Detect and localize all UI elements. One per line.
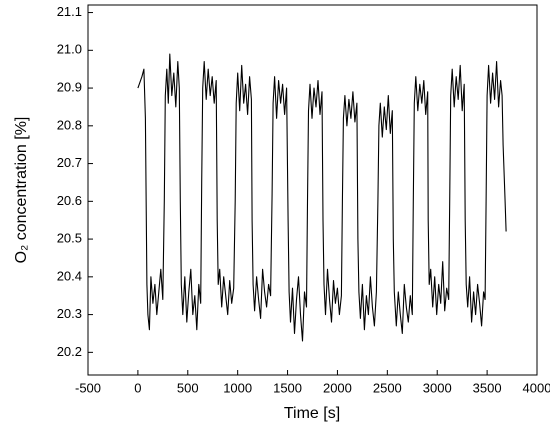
y-tick-label: 20.8 <box>57 117 82 132</box>
y-tick-label: 20.7 <box>57 155 82 170</box>
x-tick-label: 2500 <box>373 380 402 395</box>
x-tick-label: 500 <box>177 380 199 395</box>
x-tick-label: 3500 <box>473 380 502 395</box>
x-tick-label: 1000 <box>223 380 252 395</box>
y-tick-label: 21.0 <box>57 42 82 57</box>
x-tick-label: 0 <box>134 380 141 395</box>
y-axis-label: O₂ concentration [%] <box>13 117 30 264</box>
x-tick-label: 1500 <box>273 380 302 395</box>
y-tick-label: 20.4 <box>57 268 82 283</box>
x-axis-label: Time [s] <box>284 405 340 422</box>
x-tick-label: 4000 <box>523 380 550 395</box>
y-tick-label: 20.9 <box>57 79 82 94</box>
plot-frame <box>87 4 538 376</box>
x-tick-label: 3000 <box>423 380 452 395</box>
data-line <box>137 53 507 342</box>
x-tick-label: 2000 <box>323 380 352 395</box>
y-tick-label: 20.2 <box>57 344 82 359</box>
y-tick-label: 20.6 <box>57 193 82 208</box>
y-tick-label: 21.1 <box>57 4 82 19</box>
y-tick-label: 20.5 <box>57 231 82 246</box>
y-tick-label: 20.3 <box>57 306 82 321</box>
x-tick-label: -500 <box>75 380 101 395</box>
